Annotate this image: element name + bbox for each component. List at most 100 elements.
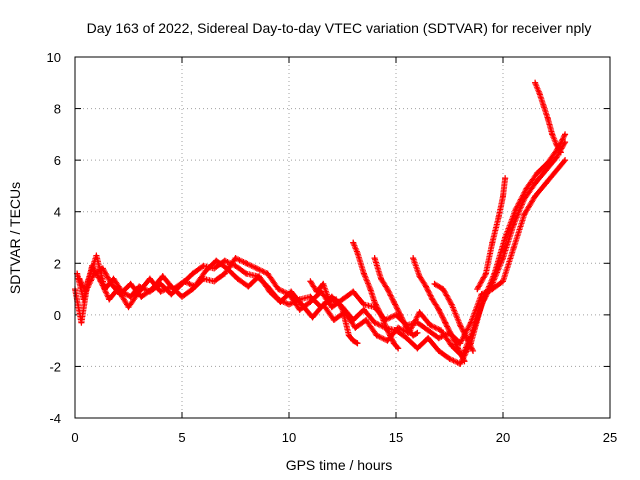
data-point [275, 286, 282, 293]
data-point [125, 304, 132, 311]
data-point [553, 141, 560, 148]
x-tick-label: 25 [603, 430, 617, 445]
data-point [93, 252, 100, 259]
data-point [339, 296, 346, 303]
data-point [286, 301, 292, 308]
data-point [446, 355, 453, 362]
data-point [223, 265, 230, 272]
grid-lines [75, 57, 610, 418]
data-point [200, 262, 207, 269]
data-point [99, 265, 106, 272]
data-point [553, 167, 560, 174]
x-tick-label: 5 [178, 430, 185, 445]
data-point [333, 296, 340, 303]
data-point [363, 317, 370, 324]
data-point [403, 324, 410, 331]
data-point [502, 234, 509, 241]
data-point [373, 332, 380, 339]
series-track-3 [76, 131, 569, 360]
series-tail-1 [307, 278, 361, 347]
data-point [410, 255, 417, 262]
data-point [482, 270, 489, 277]
marker-trace [74, 157, 569, 347]
data-point [168, 291, 175, 298]
data-point [298, 301, 305, 308]
data-point [221, 257, 228, 264]
data-point [288, 288, 295, 295]
data-point [330, 317, 337, 324]
data-point [532, 79, 539, 86]
data-point [350, 288, 357, 295]
data-point [384, 337, 391, 344]
data-point [461, 358, 468, 365]
data-point [97, 278, 104, 285]
data-point [234, 275, 241, 282]
data-point [431, 280, 438, 287]
data-point [149, 286, 156, 293]
data-point [542, 167, 549, 174]
chart-title: Day 163 of 2022, Sidereal Day-to-day VTE… [87, 20, 592, 36]
data-point [309, 314, 316, 321]
data-point [232, 262, 239, 269]
data-point [435, 347, 442, 354]
data-point [390, 340, 397, 347]
data-point [320, 301, 327, 308]
data-point [179, 293, 185, 300]
y-axis-title: SDTVAR / TECUs [7, 182, 23, 294]
data-point [378, 311, 385, 318]
data-point [455, 345, 462, 352]
data-point [540, 102, 547, 109]
data-point [189, 270, 196, 277]
data-point [480, 296, 487, 303]
data-point [354, 249, 361, 256]
data-point [463, 335, 470, 342]
data-point [534, 170, 541, 177]
data-point [448, 342, 455, 349]
data-point [106, 296, 113, 303]
data-point [345, 332, 352, 339]
data-point [395, 324, 402, 331]
data-point [410, 332, 417, 339]
data-point [82, 288, 89, 295]
data-point [243, 260, 250, 267]
data-point [296, 306, 303, 313]
y-tick-label: -4 [49, 411, 61, 426]
data-point [116, 291, 123, 298]
data-point [159, 273, 166, 280]
data-point [191, 283, 198, 290]
data-point [425, 327, 432, 334]
data-point [350, 239, 357, 246]
data-point [360, 306, 367, 313]
data-points [72, 79, 569, 367]
data-point [378, 275, 385, 282]
data-point [448, 301, 455, 308]
data-point [562, 131, 569, 138]
data-point [211, 278, 218, 285]
data-point [448, 332, 455, 339]
data-point [326, 298, 333, 305]
y-tick-label: 2 [54, 256, 61, 271]
series-tail-2 [350, 239, 402, 352]
data-point [414, 329, 421, 336]
data-point [489, 239, 496, 246]
data-point [435, 306, 442, 313]
data-point [138, 293, 145, 300]
y-tick-label: 8 [54, 102, 61, 117]
data-point [478, 291, 485, 298]
y-tick-label: 4 [54, 205, 61, 220]
x-tick-label: 0 [71, 430, 78, 445]
data-point [108, 280, 115, 287]
data-point [495, 213, 502, 220]
data-point [395, 345, 402, 352]
series-track-1 [72, 139, 569, 367]
data-point [510, 244, 517, 251]
data-point [211, 265, 218, 272]
data-point [367, 286, 374, 293]
data-point [416, 309, 423, 316]
data-point [245, 283, 252, 290]
series-tail-5 [431, 280, 477, 354]
data-point [213, 257, 220, 264]
series-tail-4 [410, 255, 468, 365]
data-point [371, 255, 378, 262]
